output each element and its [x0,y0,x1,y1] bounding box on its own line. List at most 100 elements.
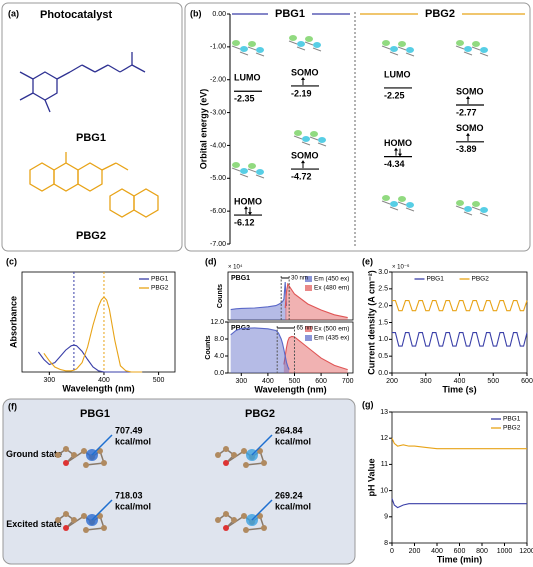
column-header: PBG1 [80,408,110,420]
area-fill [230,327,290,373]
panel-label: (c) [6,256,17,266]
orbital-lobe [302,136,310,142]
orbital-lobe [382,195,390,201]
orbital-lobe [318,137,326,143]
x-tick-label: 400 [454,378,466,385]
energy-unit: kcal/mol [115,501,151,511]
x-tick-label: 600 [315,378,327,385]
panel-label: (a) [8,8,19,18]
y-multiplier: × 10⁴ [228,264,243,271]
orbital-lobe [472,201,480,207]
y-multiplier: × 10⁻⁶ [392,264,410,271]
y-axis-label: Counts [205,335,212,359]
bond [471,46,481,51]
series-line [391,498,527,509]
bond [381,200,391,205]
panel-b-box [184,2,531,252]
energy-unit: kcal/mol [275,436,311,446]
atom [261,460,267,466]
plot-frame [227,321,354,374]
y-tick-label: 12 [380,435,388,442]
orbital-lobe [472,41,480,47]
series-line [43,296,143,373]
level-name: SOMO [456,123,484,133]
panel-f-box [2,398,356,565]
y-tick-label: 3.0 [378,269,388,276]
level-name: LUMO [234,73,261,83]
legend-swatch [305,335,312,341]
bond [288,40,298,45]
level-name: SOMO [291,150,319,160]
electron-head [301,160,305,164]
area-line [283,335,348,371]
y-tick-label: -4.00 [210,142,226,149]
y-tick-label: -5.00 [210,175,226,182]
area-fill [283,336,348,373]
bond [317,142,327,147]
bond [239,173,249,178]
x-tick-label: 300 [43,377,55,384]
level-value: -4.34 [384,159,405,169]
atom [63,525,69,531]
atom [63,446,69,452]
y-tick-label: 4.0 [214,353,224,360]
atom [215,452,221,458]
column-header: PBG2 [245,408,275,420]
orbital-lobe [232,162,240,168]
x-tick-label: 400 [431,548,443,555]
y-tick-label: 1.0 [378,336,388,343]
pbg1-structure [19,52,146,113]
x-tick-label: 500 [153,377,165,384]
legend-label: Em (450 ex) [314,276,349,283]
atom [223,511,229,517]
electron-head [248,212,252,216]
orbital-lobe [382,40,390,46]
y-tick-label: 11 [381,461,388,468]
x-tick-label: 400 [98,377,110,384]
bond [479,52,489,57]
y-tick-label: -1.00 [210,44,226,51]
atom [261,525,267,531]
row-label: Ground state [6,449,62,459]
orbital-lobe [256,169,264,175]
level-value: -2.35 [234,94,255,104]
y-tick-label: 2.5 [378,286,388,293]
bond [381,45,391,50]
legend-label: Ex (500 em) [314,326,349,333]
area-fill [285,284,348,320]
plot-frame [391,271,528,374]
atom [243,462,249,468]
y-tick-label: 2.0 [378,303,388,310]
pointer-arrow [251,434,273,456]
bond [389,51,399,56]
orbital-lobe [240,168,248,174]
level-value: -4.72 [291,171,312,181]
orbital-lobe [248,163,256,169]
atom [241,513,247,519]
area-line [284,282,348,319]
x-tick-label: 1200 [519,548,533,555]
level-value: -6.12 [234,217,255,227]
area-line [230,327,290,370]
x-tick-label: 800 [476,548,488,555]
orbital-lobe [310,131,318,137]
legend-label: PBG2 [503,425,521,432]
panel-title: Photocatalyst [40,9,112,21]
x-tick-label: 700 [342,378,354,385]
panel-label: (e) [362,256,373,266]
panel-label: (d) [205,256,217,266]
y-tick-label: -7.00 [210,241,226,248]
orbital-lobe [464,206,472,212]
x-axis-label: Wavelength (nm) [254,384,326,394]
orbital-lobe [248,41,256,47]
atom [81,448,87,454]
legend-label: Ex (480 em) [314,285,349,292]
bond [247,46,257,51]
atom [231,517,237,523]
series-line [391,437,527,450]
y-axis-label: Current density (A cm⁻²) [366,270,376,374]
level-value: -2.19 [291,88,312,98]
y-tick-label: -6.00 [210,208,226,215]
pbg2-structure [29,152,159,218]
y-tick-label: 10 [380,487,388,494]
